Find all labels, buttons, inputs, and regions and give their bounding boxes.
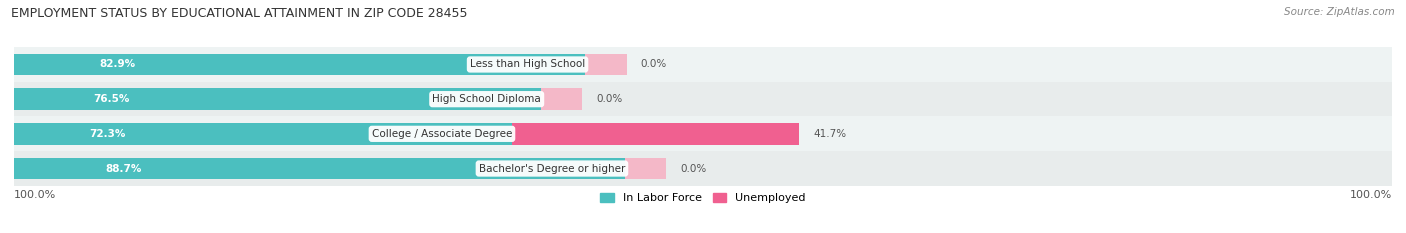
Text: 0.0%: 0.0% xyxy=(640,59,666,69)
Text: 0.0%: 0.0% xyxy=(596,94,623,104)
Bar xyxy=(14,123,512,145)
Bar xyxy=(541,88,582,110)
Bar xyxy=(14,82,1392,116)
Bar xyxy=(14,47,1392,82)
Text: 0.0%: 0.0% xyxy=(681,164,706,174)
Text: 82.9%: 82.9% xyxy=(100,59,136,69)
Text: Less than High School: Less than High School xyxy=(470,59,585,69)
Text: 76.5%: 76.5% xyxy=(93,94,129,104)
Text: Source: ZipAtlas.com: Source: ZipAtlas.com xyxy=(1284,7,1395,17)
Legend: In Labor Force, Unemployed: In Labor Force, Unemployed xyxy=(596,188,810,208)
Text: 41.7%: 41.7% xyxy=(813,129,846,139)
Bar xyxy=(14,158,626,179)
Bar xyxy=(14,54,585,75)
Text: 100.0%: 100.0% xyxy=(1350,190,1392,200)
Text: 88.7%: 88.7% xyxy=(105,164,142,174)
Bar xyxy=(14,88,541,110)
Bar xyxy=(14,116,1392,151)
Text: 100.0%: 100.0% xyxy=(14,190,56,200)
Text: 72.3%: 72.3% xyxy=(89,129,125,139)
Bar xyxy=(585,54,627,75)
Text: High School Diploma: High School Diploma xyxy=(433,94,541,104)
Text: Bachelor's Degree or higher: Bachelor's Degree or higher xyxy=(479,164,626,174)
Text: College / Associate Degree: College / Associate Degree xyxy=(371,129,512,139)
Text: EMPLOYMENT STATUS BY EDUCATIONAL ATTAINMENT IN ZIP CODE 28455: EMPLOYMENT STATUS BY EDUCATIONAL ATTAINM… xyxy=(11,7,468,20)
Bar xyxy=(626,158,666,179)
Bar xyxy=(512,123,800,145)
Bar xyxy=(14,151,1392,186)
